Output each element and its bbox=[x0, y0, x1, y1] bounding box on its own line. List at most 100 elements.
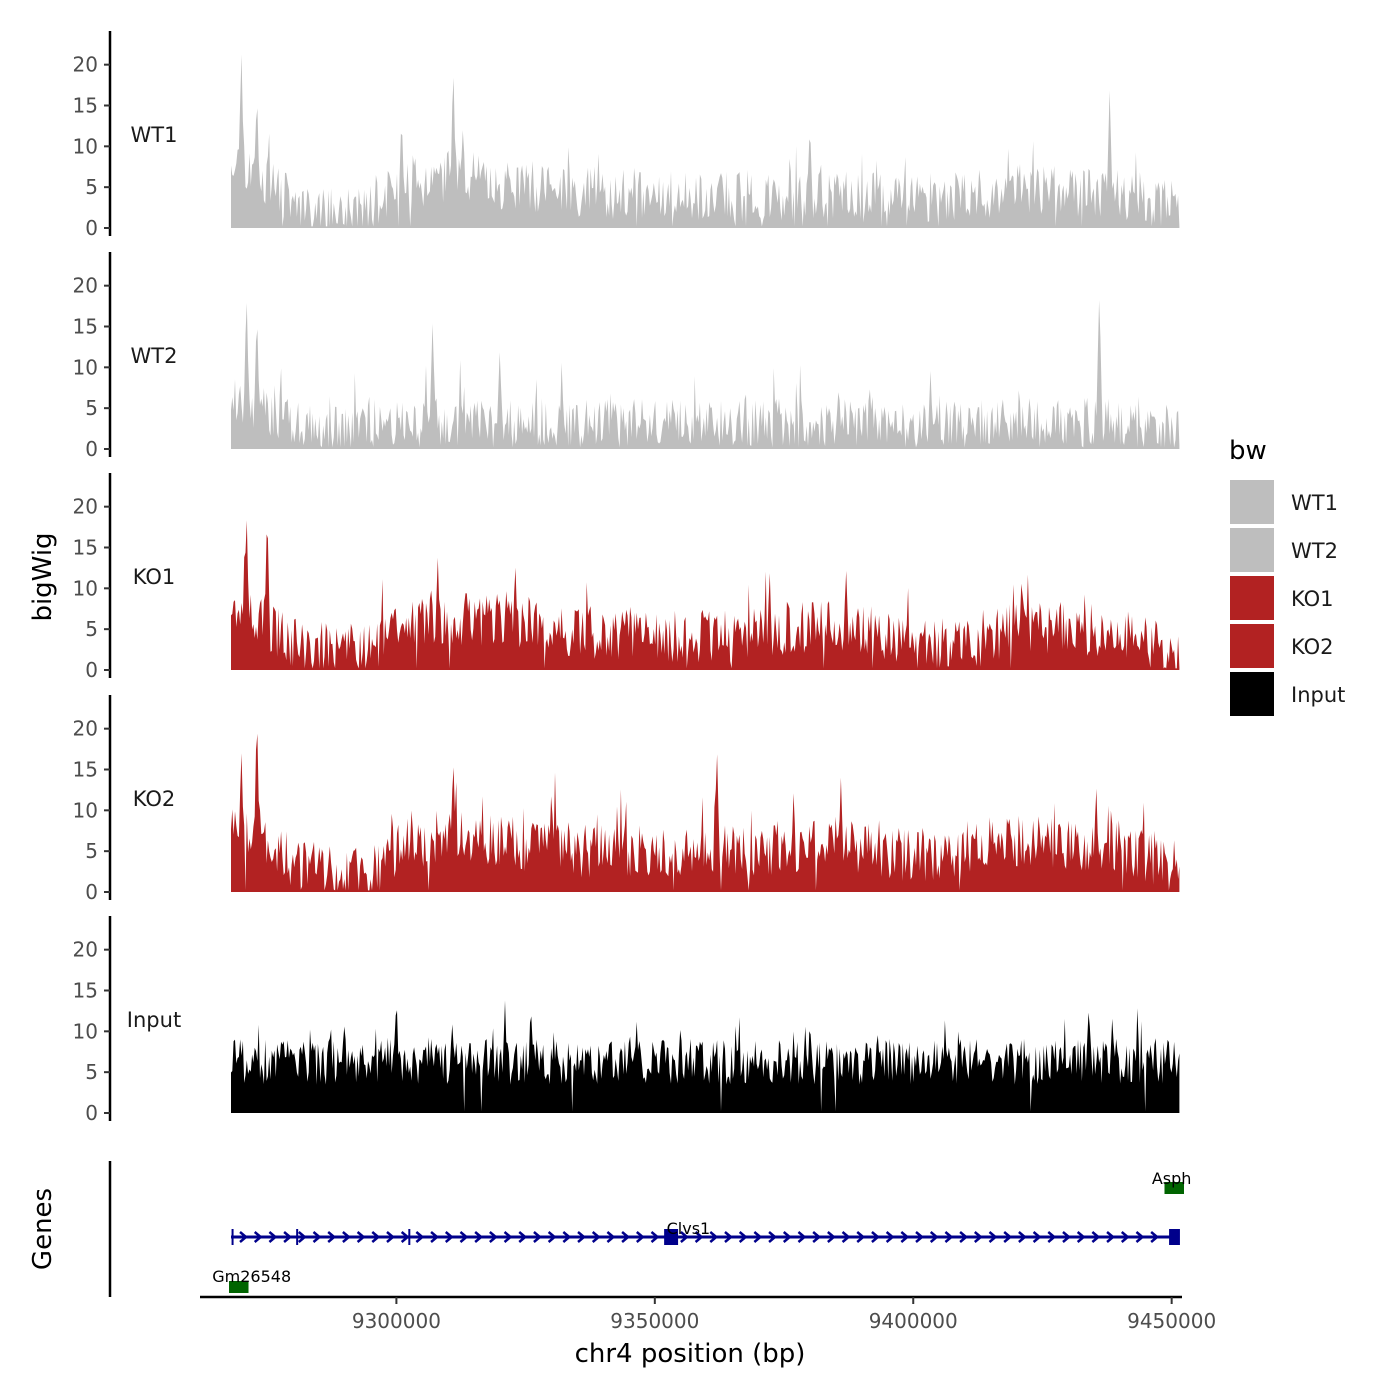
legend-label: WT1 bbox=[1291, 491, 1338, 515]
y-tick-label: 20 bbox=[73, 938, 98, 962]
x-tick-label: 9400000 bbox=[869, 1309, 958, 1333]
y-axis-title: bigWig bbox=[28, 532, 58, 621]
gene-label: Gm26548 bbox=[212, 1267, 291, 1286]
gene-label: Clvs1 bbox=[667, 1219, 711, 1238]
strand-arrow bbox=[827, 1231, 836, 1243]
strand-arrow bbox=[871, 1231, 880, 1243]
y-tick-label: 5 bbox=[85, 617, 98, 641]
legend-label: Input bbox=[1291, 683, 1345, 707]
exon-block bbox=[1169, 1229, 1180, 1245]
strand-arrow bbox=[797, 1231, 807, 1243]
strand-arrow bbox=[1003, 1231, 1013, 1243]
y-tick-label: 10 bbox=[73, 355, 98, 379]
strand-arrow bbox=[1091, 1231, 1101, 1243]
strand-arrow bbox=[929, 1231, 939, 1243]
y-tick-label: 20 bbox=[73, 717, 98, 741]
strand-arrow bbox=[371, 1231, 381, 1243]
signal-area bbox=[231, 733, 1180, 892]
strand-arrow bbox=[915, 1231, 924, 1243]
strand-arrow bbox=[459, 1231, 469, 1243]
track-label: KO1 bbox=[133, 565, 176, 589]
strand-arrow bbox=[1018, 1231, 1027, 1243]
bigwig-tracks: 0 5 10 15 20 WT1 0 5 10 15 20 WT2 0 5 10 15 20 KO1 0 5 10 15 2… bbox=[73, 31, 1180, 1125]
y-tick-label: 5 bbox=[85, 396, 98, 420]
strand-arrow bbox=[268, 1231, 278, 1243]
legend-label: KO1 bbox=[1291, 587, 1334, 611]
strand-arrow bbox=[283, 1231, 293, 1243]
legend-swatch bbox=[1230, 528, 1274, 572]
strand-arrow bbox=[724, 1231, 733, 1243]
strand-arrow bbox=[1047, 1231, 1057, 1243]
strand-arrow bbox=[738, 1231, 748, 1243]
strand-arrow bbox=[430, 1231, 440, 1243]
legend: bw WT1 WT2 KO1 KO2 Input bbox=[1229, 436, 1345, 716]
y-tick-label: 0 bbox=[85, 658, 98, 682]
legend-swatch bbox=[1230, 480, 1274, 524]
exon-block bbox=[664, 1229, 679, 1245]
y-tick-label: 15 bbox=[73, 979, 98, 1003]
genes-axis-title: Genes bbox=[28, 1188, 58, 1270]
strand-arrow bbox=[650, 1231, 660, 1243]
strand-arrow bbox=[694, 1231, 704, 1243]
strand-arrow bbox=[959, 1231, 969, 1243]
strand-arrow bbox=[606, 1231, 616, 1243]
track-label: WT2 bbox=[131, 344, 178, 368]
strand-arrow bbox=[239, 1231, 248, 1243]
track-wt1: 0 5 10 15 20 WT1 bbox=[73, 31, 1180, 240]
x-tick-label: 9300000 bbox=[352, 1309, 441, 1333]
legend-label: WT2 bbox=[1291, 539, 1338, 563]
strand-arrow bbox=[386, 1231, 395, 1243]
gene-clvs1: Clvs1 bbox=[231, 1219, 1180, 1245]
track-label: Input bbox=[127, 1008, 181, 1032]
strand-arrow bbox=[621, 1231, 631, 1243]
strand-arrow bbox=[856, 1231, 866, 1243]
gene-gm26548: Gm26548 bbox=[212, 1267, 291, 1293]
strand-arrow bbox=[841, 1231, 851, 1243]
legend-swatch bbox=[1230, 624, 1274, 668]
strand-arrow bbox=[562, 1231, 572, 1243]
signal-area bbox=[231, 54, 1180, 228]
y-tick-label: 15 bbox=[73, 94, 98, 118]
strand-arrow bbox=[1150, 1231, 1160, 1243]
x-axis: 9300000 9350000 9400000 9450000 bbox=[200, 1295, 1216, 1333]
track-ko1: 0 5 10 15 20 KO1 bbox=[73, 473, 1180, 682]
strand-arrow bbox=[1032, 1231, 1042, 1243]
strand-arrow bbox=[1135, 1231, 1145, 1243]
strand-arrow bbox=[518, 1231, 528, 1243]
signal-area bbox=[231, 300, 1180, 449]
y-tick-label: 10 bbox=[73, 798, 98, 822]
strand-arrow bbox=[753, 1231, 763, 1243]
signal-area bbox=[231, 520, 1180, 670]
genes-track: Clvs1 Asph Gm26548 bbox=[108, 1161, 1191, 1297]
track-label: WT1 bbox=[131, 123, 178, 147]
strand-arrow bbox=[533, 1231, 542, 1243]
strand-arrow bbox=[297, 1231, 307, 1243]
y-tick-label: 0 bbox=[85, 216, 98, 240]
track-label: KO2 bbox=[133, 787, 176, 811]
strand-arrow bbox=[768, 1231, 778, 1243]
x-tick-label: 9350000 bbox=[610, 1309, 699, 1333]
x-axis-title: chr4 position (bp) bbox=[575, 1339, 806, 1369]
y-tick-label: 15 bbox=[73, 315, 98, 339]
strand-arrow bbox=[782, 1231, 792, 1243]
y-tick-label: 10 bbox=[73, 1019, 98, 1043]
strand-arrow bbox=[400, 1231, 410, 1243]
y-tick-label: 10 bbox=[73, 576, 98, 600]
strand-arrow bbox=[885, 1231, 895, 1243]
y-tick-label: 15 bbox=[73, 536, 98, 560]
x-tick-label: 9450000 bbox=[1127, 1309, 1216, 1333]
y-tick-label: 20 bbox=[73, 274, 98, 298]
exon-block bbox=[229, 1281, 249, 1293]
strand-arrow bbox=[577, 1231, 586, 1243]
legend-label: KO2 bbox=[1291, 635, 1334, 659]
strand-arrow bbox=[342, 1231, 351, 1243]
strand-arrow bbox=[973, 1231, 983, 1243]
legend-title: bw bbox=[1229, 436, 1267, 466]
strand-arrow bbox=[356, 1231, 366, 1243]
strand-arrow bbox=[444, 1231, 454, 1243]
strand-arrow bbox=[591, 1231, 601, 1243]
strand-arrow bbox=[489, 1231, 498, 1243]
strand-arrow bbox=[1106, 1231, 1116, 1243]
strand-arrow bbox=[327, 1231, 337, 1243]
strand-arrow bbox=[635, 1231, 645, 1243]
